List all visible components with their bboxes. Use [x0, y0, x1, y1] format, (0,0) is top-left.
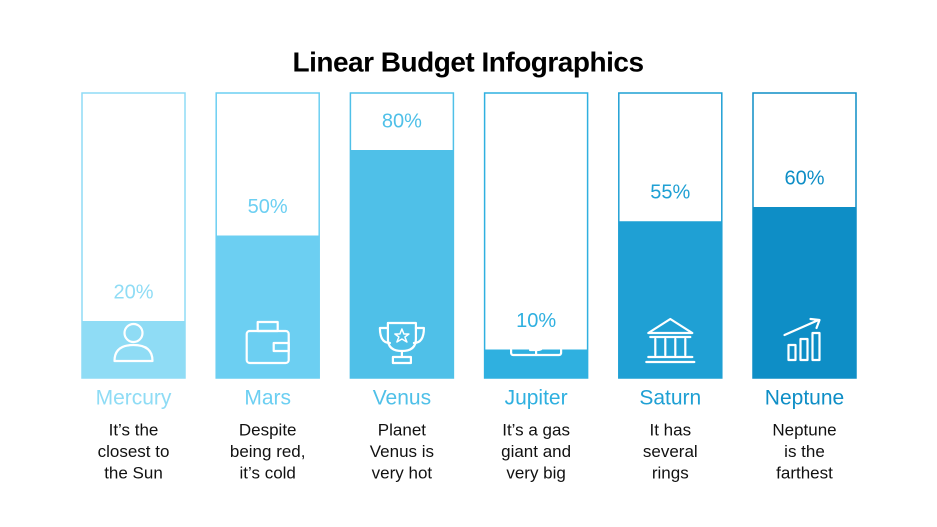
- icon: [378, 321, 425, 365]
- value-label: 10%: [516, 310, 556, 332]
- icon-part: [799, 337, 809, 362]
- icon-part: [256, 320, 279, 333]
- description: farthest: [776, 463, 833, 482]
- icon-part: [123, 322, 144, 344]
- icon: [510, 329, 563, 357]
- icon-part: [394, 328, 410, 343]
- description: very big: [506, 463, 566, 482]
- description: it’s cold: [240, 463, 296, 482]
- icon: [245, 320, 290, 365]
- bar: [82, 321, 185, 378]
- category-label: Venus: [373, 387, 431, 410]
- description: very hot: [372, 463, 433, 482]
- category-label: Mercury: [96, 387, 172, 410]
- chart-title: Linear Budget Infographics: [292, 46, 643, 77]
- value-label: 50%: [248, 196, 288, 218]
- category-label: Jupiter: [505, 387, 568, 410]
- icon-part: [378, 326, 425, 365]
- description: Despite: [239, 420, 297, 439]
- description: the Sun: [104, 463, 163, 482]
- value-label: 55%: [650, 182, 690, 204]
- category-label: Mars: [244, 387, 291, 410]
- description: rings: [652, 463, 689, 482]
- icon: [113, 322, 154, 363]
- value-label: 60%: [784, 167, 824, 189]
- description: It’s the: [109, 420, 159, 439]
- bar: [350, 150, 454, 378]
- description: Venus is: [370, 442, 434, 461]
- icon-part: [515, 339, 523, 347]
- description: It’s a gas: [502, 420, 570, 439]
- icon-part: [783, 317, 821, 337]
- description: giant and: [501, 442, 571, 461]
- icon-part: [787, 343, 797, 362]
- description: being red,: [230, 442, 306, 461]
- value-label: 80%: [382, 110, 422, 132]
- description: several: [643, 442, 698, 461]
- description: Neptune: [772, 420, 836, 439]
- description: It has: [650, 420, 692, 439]
- icon: [783, 317, 821, 362]
- category-label: Neptune: [765, 387, 844, 410]
- icon-part: [811, 331, 821, 362]
- description: closest to: [98, 442, 170, 461]
- icon-part: [529, 330, 544, 356]
- icon-part: [549, 339, 557, 347]
- bar: [753, 207, 856, 378]
- value-label: 20%: [113, 281, 153, 303]
- icon: [645, 317, 696, 364]
- icon-part: [645, 317, 696, 364]
- description: Planet: [378, 420, 426, 439]
- icon-part: [272, 341, 290, 353]
- category-label: Saturn: [639, 387, 701, 410]
- description: is the: [784, 442, 825, 461]
- bar: [216, 235, 320, 378]
- bar: [618, 221, 722, 378]
- icon-part: [113, 343, 154, 363]
